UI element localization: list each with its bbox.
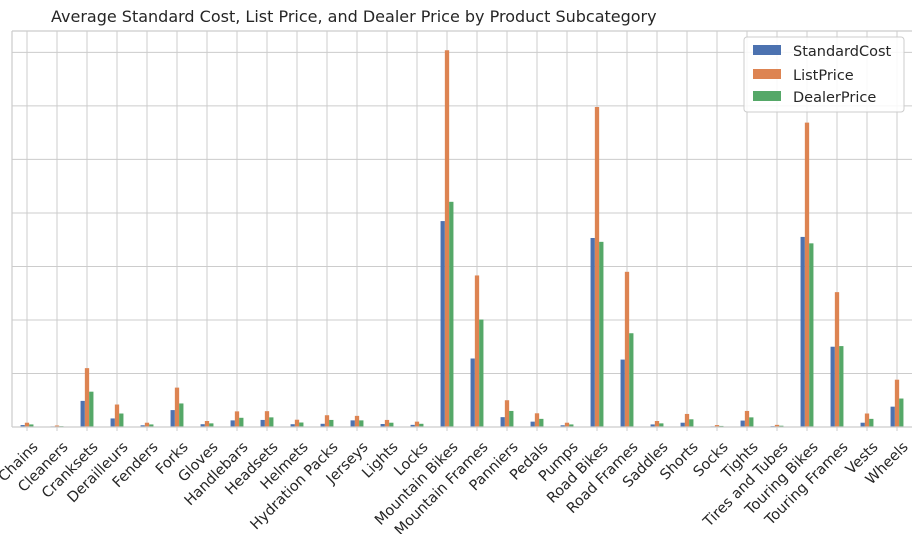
bar-dealerprice-handlebars (239, 417, 244, 427)
bar-standardcost-shorts (680, 422, 685, 427)
legend-label-standardcost: StandardCost (793, 44, 892, 60)
bar-standardcost-locks (410, 424, 415, 427)
bar-standardcost-derailleurs (110, 418, 115, 427)
bar-dealerprice-forks (179, 403, 184, 427)
bar-listprice-gloves (204, 421, 210, 427)
bar-dealerprice-shorts (689, 419, 694, 427)
bar-dealerprice-road-frames (629, 333, 634, 427)
bar-listprice-road-bikes (594, 106, 600, 427)
bar-listprice-cleaners (54, 425, 60, 427)
bar-dealerprice-vests (869, 418, 874, 427)
bar-listprice-wheels (894, 379, 900, 427)
bar-dealerprice-panniers (509, 410, 514, 427)
legend-swatch-dealerprice (753, 91, 781, 101)
bars (20, 50, 904, 428)
bar-listprice-vests (864, 413, 870, 427)
bar-listprice-saddles (654, 421, 660, 427)
bar-listprice-touring-frames (834, 292, 840, 427)
bar-standardcost-pumps (560, 425, 565, 427)
bar-standardcost-touring-bikes (800, 236, 805, 427)
bar-dealerprice-tires-and-tubes (779, 425, 784, 427)
bar-dealerprice-headsets (269, 417, 274, 427)
bar-listprice-shorts (684, 413, 690, 427)
bar-standardcost-mountain-frames (470, 358, 475, 427)
bar-standardcost-wheels (890, 406, 895, 427)
bar-listprice-forks (174, 387, 180, 427)
bar-listprice-fenders (144, 422, 150, 427)
bar-standardcost-headsets (260, 419, 265, 427)
bar-dealerprice-hydration-packs (329, 419, 334, 427)
legend-swatch-standardcost (753, 45, 781, 55)
bar-standardcost-road-bikes (590, 237, 595, 427)
bar-standardcost-cranksets (80, 400, 85, 427)
bar-dealerprice-mountain-frames (479, 319, 484, 427)
bar-standardcost-pedals (530, 421, 535, 427)
bar-listprice-tights (744, 410, 750, 427)
bar-listprice-handlebars (234, 411, 240, 427)
bar-listprice-touring-bikes (804, 122, 810, 427)
bar-listprice-pumps (564, 422, 570, 427)
bar-standardcost-forks (170, 410, 175, 427)
legend-label-dealerprice: DealerPrice (793, 90, 876, 106)
bar-standardcost-road-frames (620, 359, 625, 427)
bar-listprice-road-frames (624, 271, 630, 427)
bar-listprice-mountain-bikes (444, 50, 450, 428)
bar-listprice-chains (24, 422, 30, 427)
bar-dealerprice-locks (419, 423, 424, 427)
bar-dealerprice-pumps (569, 424, 574, 427)
bar-dealerprice-road-bikes (599, 241, 604, 427)
bar-standardcost-helmets (290, 424, 295, 427)
bar-dealerprice-helmets (299, 422, 304, 427)
legend-box (743, 36, 905, 113)
bar-standardcost-gloves (200, 424, 205, 427)
bar-standardcost-mountain-bikes (440, 221, 445, 427)
bar-dealerprice-derailleurs (119, 413, 124, 427)
bar-listprice-headsets (264, 411, 270, 427)
bar-standardcost-handlebars (230, 420, 235, 427)
bar-standardcost-touring-frames (830, 346, 835, 427)
bar-standardcost-hydration-packs (320, 423, 325, 427)
bar-dealerprice-wheels (899, 398, 904, 427)
bar-dealerprice-chains (29, 424, 34, 427)
bar-standardcost-chains (20, 425, 25, 427)
bar-standardcost-jerseys (350, 420, 355, 427)
bar-dealerprice-jerseys (359, 420, 364, 427)
bar-dealerprice-fenders (149, 424, 154, 427)
bar-listprice-socks (714, 425, 720, 427)
bar-standardcost-tights (740, 420, 745, 427)
bar-dealerprice-cranksets (89, 391, 94, 427)
bar-dealerprice-gloves (209, 423, 214, 427)
legend-swatch-listprice (753, 69, 781, 79)
bar-listprice-cranksets (84, 368, 90, 427)
chart-title: Average Standard Cost, List Price, and D… (51, 7, 657, 26)
legend-label-listprice: ListPrice (793, 68, 854, 84)
bar-listprice-tires-and-tubes (774, 424, 780, 427)
bar-dealerprice-touring-frames (839, 346, 844, 427)
bar-dealerprice-touring-bikes (809, 243, 814, 427)
bar-listprice-jerseys (354, 415, 360, 427)
bar-listprice-locks (414, 421, 420, 427)
bar-listprice-derailleurs (114, 404, 120, 427)
bar-listprice-hydration-packs (324, 415, 330, 427)
bar-listprice-mountain-frames (474, 275, 480, 427)
bar-dealerprice-pedals (539, 418, 544, 427)
bar-standardcost-vests (860, 422, 865, 427)
bar-listprice-helmets (294, 419, 300, 427)
bar-dealerprice-saddles (659, 423, 664, 427)
x-tick-labels: ChainsCleanersCranksetsDerailleursFender… (0, 439, 912, 534)
bar-standardcost-lights (380, 424, 385, 427)
bar-standardcost-saddles (650, 424, 655, 427)
axes (11, 30, 912, 431)
bar-standardcost-panniers (500, 417, 505, 427)
legend: StandardCost ListPrice DealerPrice (743, 36, 905, 113)
bar-listprice-lights (384, 419, 390, 427)
bar-listprice-pedals (534, 413, 540, 427)
bar-listprice-panniers (504, 400, 510, 427)
bar-dealerprice-lights (389, 422, 394, 427)
bar-standardcost-fenders (140, 425, 145, 427)
bar-dealerprice-tights (749, 417, 754, 427)
bar-dealerprice-mountain-bikes (449, 201, 454, 427)
